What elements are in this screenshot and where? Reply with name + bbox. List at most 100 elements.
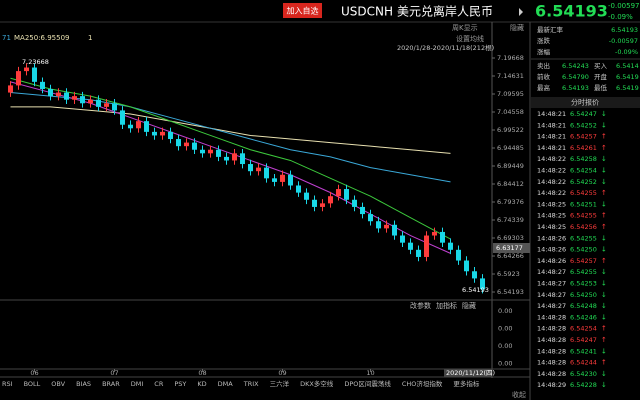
date-marker-box [444,369,492,377]
candle-body [8,85,13,93]
tick-time: 14:48:21 [537,121,566,129]
tick-arrow: ↓ [601,347,607,355]
tick-time: 14:48:22 [537,167,566,175]
add-button[interactable] [283,3,322,18]
indicator-tab[interactable]: 更多指标 [453,379,480,388]
y-tick-label: 6.74339 [497,216,524,224]
candle-body [424,235,429,257]
quote-value: 6.54243 [562,62,589,70]
y-tick-label: 6.64266 [497,252,524,260]
x-tick-label: 06 [30,369,38,377]
candle-body [368,214,373,222]
candle-body [80,96,85,104]
tick-arrow: ↓ [601,268,607,276]
pane-button[interactable]: 隐藏 [462,301,476,310]
candle-body [176,139,181,147]
range: 2020/1/28-2020/11/18(212根) [397,43,494,52]
y-tick-label: 6.5923 [497,270,520,278]
y-tick-label: 6.89449 [497,162,524,170]
symbol: USDCNH [341,5,393,19]
candle-body [448,242,453,250]
indicator-tab[interactable]: RSI [2,380,13,388]
hover-price: 6.63177 [496,244,523,252]
tick-time: 14:48:25 [537,200,566,208]
indicator-tab[interactable]: PSY [174,380,186,388]
quote-label: 涨跌 [537,36,551,45]
tick-time: 14:48:22 [537,189,566,197]
tick-time: 14:48:27 [537,280,566,288]
indicator-tab[interactable]: 三六洋 [270,379,290,388]
indicator-tab[interactable]: CHO济坦指数 [402,379,443,388]
indicator-tab[interactable]: DMI [131,380,144,388]
pane-scale-label: 0.00 [498,307,512,315]
candle-body [168,131,173,140]
candle-body [240,153,245,165]
quote-label: 涨幅 [537,47,551,56]
tick-time: 14:48:21 [537,110,566,118]
candle-body [16,71,21,86]
pane-button[interactable]: 加指标 [436,301,457,310]
indicator-tab[interactable]: TRIX [243,380,259,388]
view-toggle[interactable]: 周K显示 [452,24,478,32]
quote-label: 最新汇率 [537,25,564,34]
candle-body [48,88,53,97]
tick-arrow: ↓ [601,313,607,321]
candle-body [64,92,69,100]
indicator-tab[interactable]: BIAS [76,380,91,388]
candle-body [328,196,333,204]
symbol-name: 美元兑离岸人民币 [397,4,493,19]
candle-body [352,199,357,207]
indicator-tab[interactable]: KD [197,380,206,388]
tick-time: 14:48:25 [537,212,566,220]
indicator-tab[interactable]: BOLL [24,380,41,388]
indicator-tab[interactable]: OBV [51,380,65,388]
tick-price: 6.54250 [570,291,597,299]
y-tick-label: 6.99522 [497,126,524,134]
tick-price: 6.54254 [570,325,597,333]
candle-body [312,199,317,207]
candle-body [336,189,341,197]
low-label: 6.54193 [462,286,489,294]
next-arrow[interactable] [519,8,523,16]
tick-time: 14:48:28 [537,325,566,333]
indicator-tab[interactable]: CR [154,380,164,388]
tick-arrow: ↓ [601,121,607,129]
candle-body [192,142,197,150]
tick-price: 6.54251 [570,200,597,208]
tick-time: 14:48:28 [537,313,566,321]
tick-price: 6.54255 [570,212,597,220]
tick-time: 14:48:27 [537,291,566,299]
tick-price: 6.54244 [570,359,597,367]
candle-body [264,167,269,179]
candle-body [88,99,93,104]
tick-arrow: ↑ [601,359,607,367]
tick-arrow: ↓ [601,291,607,299]
tick-time: 14:48:28 [537,359,566,367]
indicator-tab[interactable]: BRAR [102,380,120,388]
indicator-tab[interactable]: DMA [218,380,234,388]
pane-button[interactable]: 改参数 [410,301,431,310]
candle-body [144,121,149,132]
indicator-tab[interactable]: DKX多空线 [300,379,334,388]
candle-body [392,224,397,236]
tick-price: 6.54261 [570,144,597,152]
tick-time: 14:48:26 [537,257,566,265]
hide-toggle[interactable]: 隐藏 [510,23,524,32]
add-button-label[interactable]: 加入自选 [287,6,319,16]
ma-line [10,106,451,154]
tick-arrow: ↑ [601,223,607,231]
quote-value: -0.00597 [609,37,638,45]
quote-value: 6.54193 [611,26,638,34]
high-label: 7.23668 [22,58,49,66]
indicator-tab[interactable]: DPO区间震荡线 [344,379,391,388]
y-tick-label: 7.09595 [497,90,524,98]
collapse[interactable]: 收起 [512,390,526,399]
candle-body [472,271,477,279]
candle-body [200,149,205,154]
y-tick-label: 6.69303 [497,234,524,242]
quote-label: 买入 [594,62,608,70]
candle-body [112,103,117,111]
quote-label: 最低 [594,83,608,92]
ma-setting[interactable]: 设置均线 [456,34,484,43]
